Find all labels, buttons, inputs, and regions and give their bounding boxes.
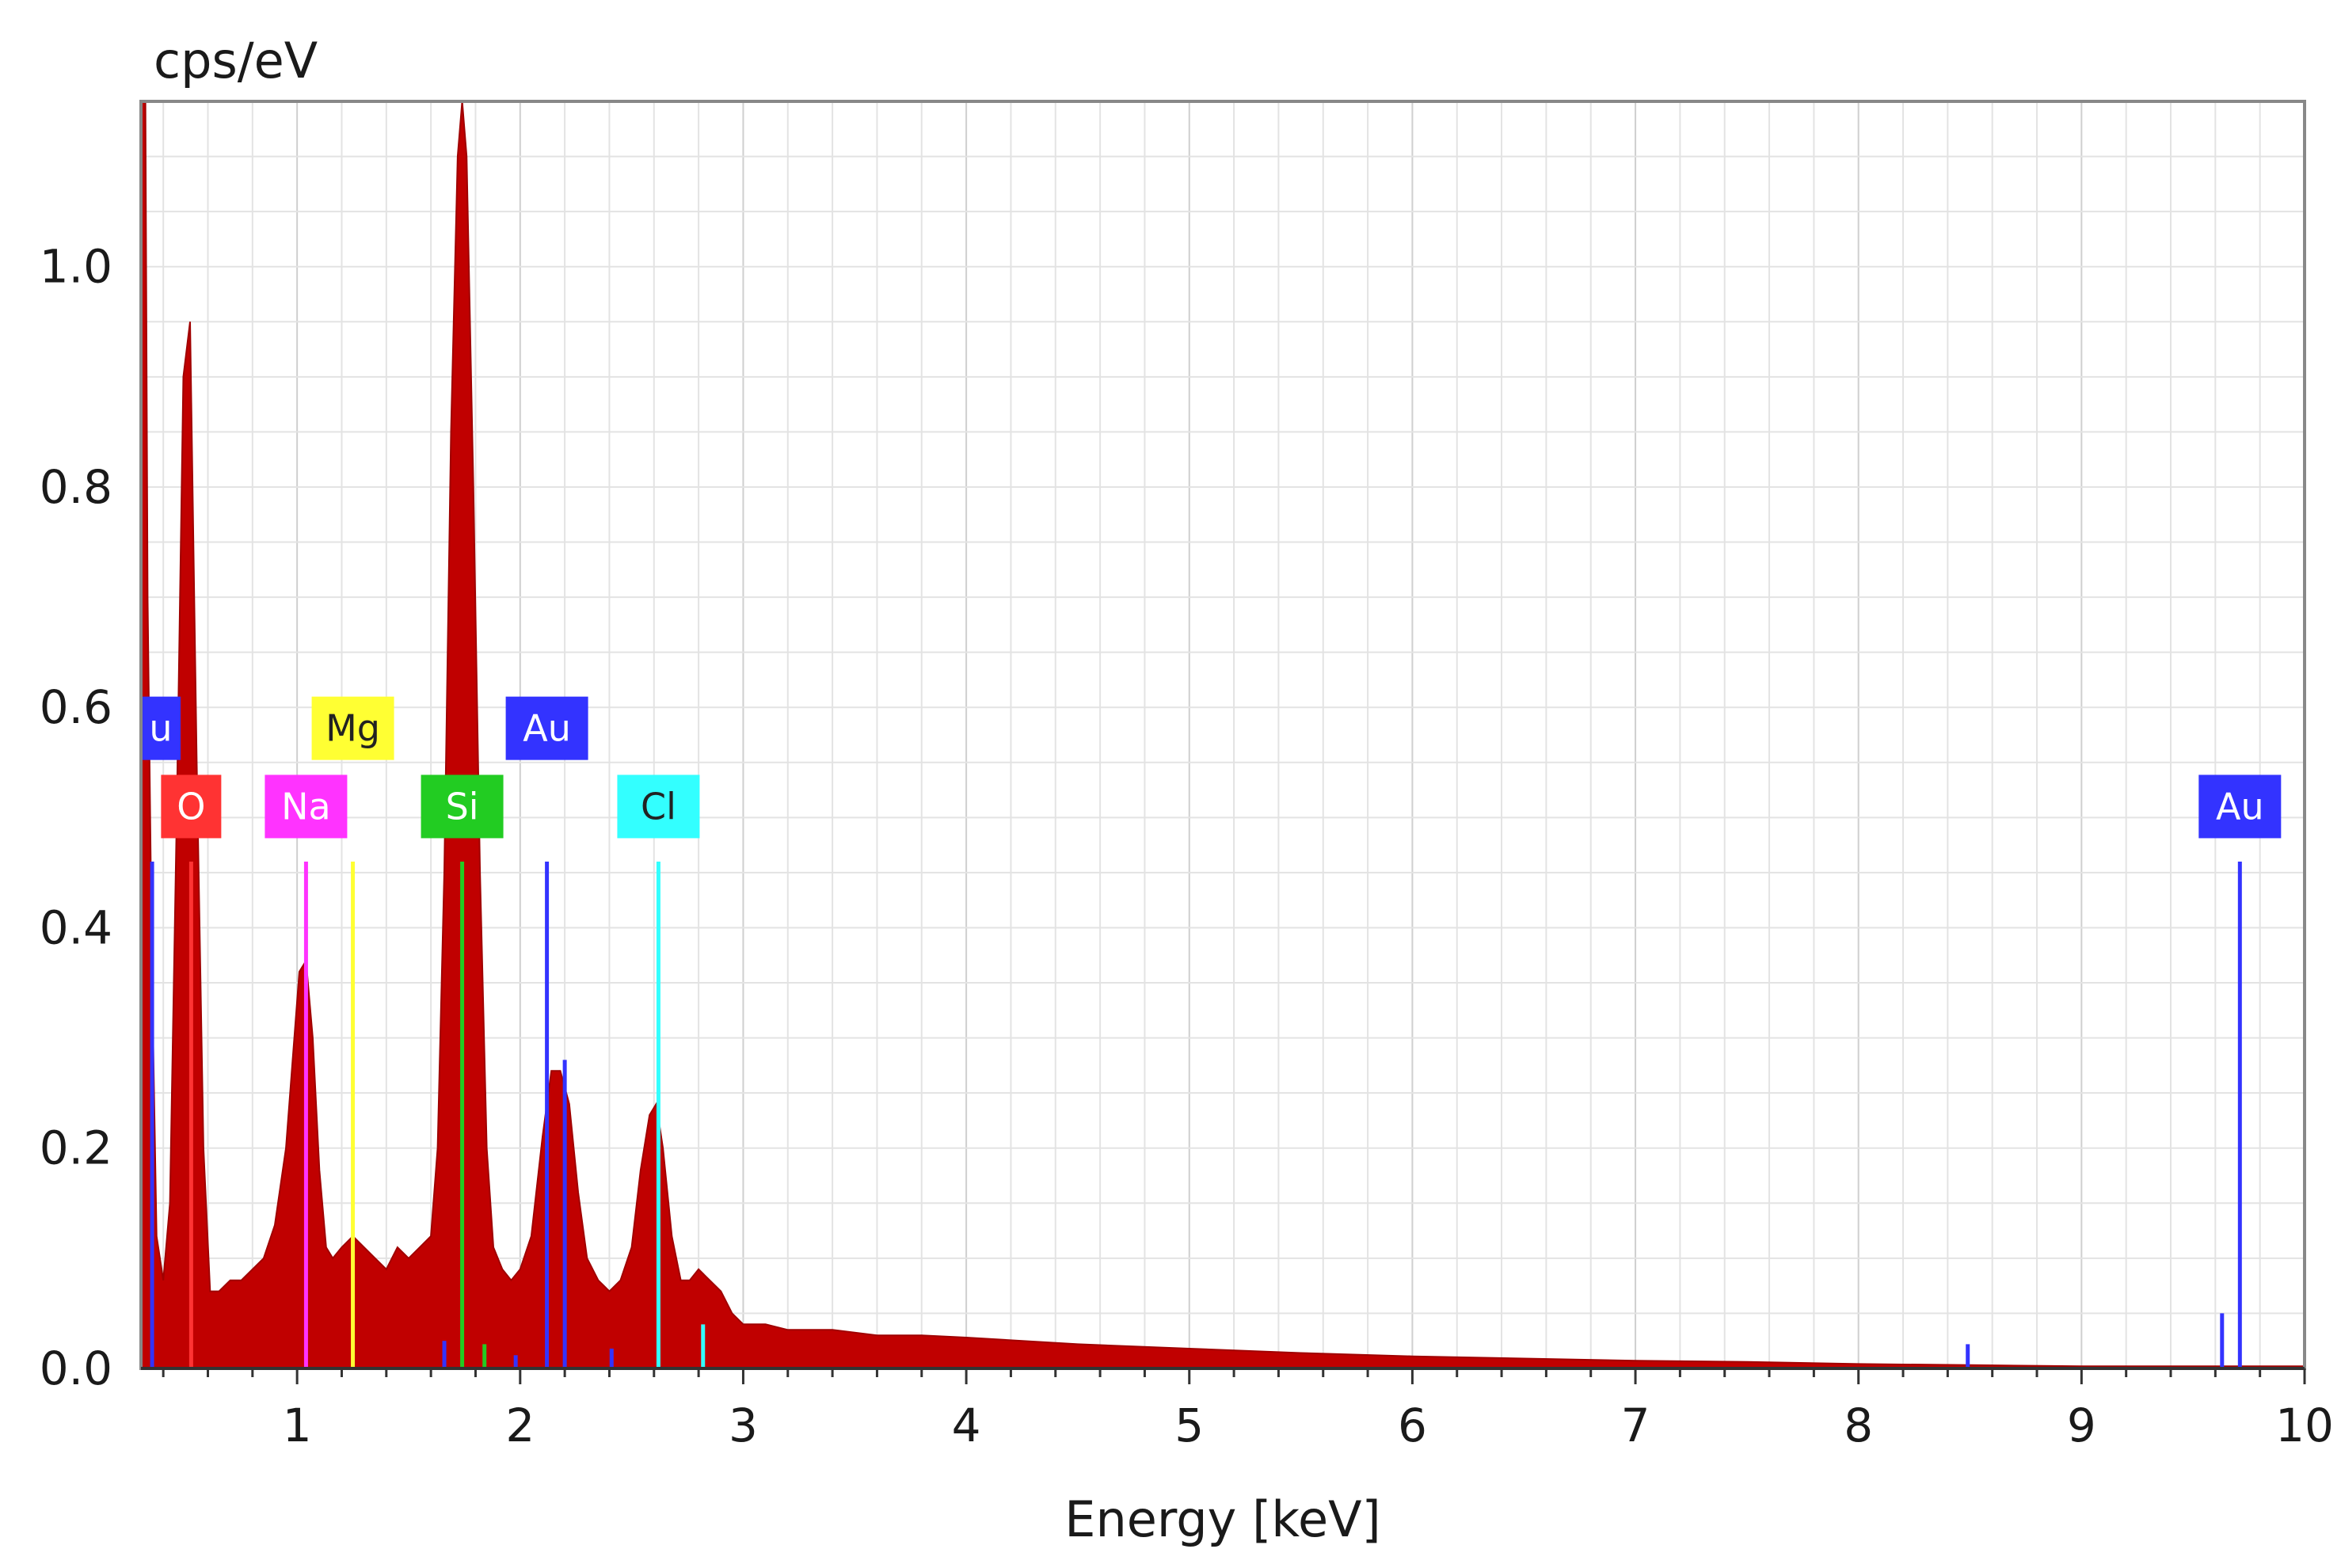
x-tick-label: 4 [952,1399,981,1452]
x-tick-label: 7 [1621,1399,1650,1452]
y-tick-label: 0.8 [40,460,112,514]
element-label-text: Si [446,785,479,828]
element-label-text: O [177,785,205,828]
element-marker-o: O [161,774,222,1368]
element-label-text: Mg [325,707,380,750]
element-label-text: Au [2216,785,2264,828]
x-tick-label: 10 [2275,1399,2334,1452]
x-tick-label: 5 [1174,1399,1204,1452]
x-tick-label: 6 [1398,1399,1427,1452]
x-tick-label: 1 [283,1399,312,1452]
element-label-box [265,774,348,839]
element-label-box [505,696,588,760]
element-label-box [421,774,504,839]
y-tick-label: 0.4 [40,900,112,954]
element-label-text: u [149,707,172,750]
y-tick-label: 1.0 [40,240,112,294]
plot-area [141,101,2305,1368]
x-tick-label: 3 [729,1399,758,1452]
element-marker-au: Au [2198,774,2282,1368]
y-axis-ticks: 0.0 0.2 0.4 0.6 0.8 1.0 [40,240,112,1395]
element-label-text: Cl [641,785,676,828]
element-marker-au: Au [505,696,588,1368]
element-label-text: Au [523,707,571,750]
element-label-box [2198,774,2282,839]
minor-emission-lines [442,1060,2225,1368]
element-label-text: Na [281,785,331,828]
spectrum-area [140,101,2305,1369]
element-marker-mg: Mg [311,696,394,1368]
y-axis-title: cps/eV [154,32,318,89]
element-markers: uO Na Mg Si Au Cl Au [141,696,2282,1368]
x-axis-title: Energy [keV] [1064,1490,1380,1548]
y-tick-label: 0.2 [40,1121,112,1175]
element-label-box [141,696,181,760]
y-tick-label: 0.6 [40,680,112,734]
element-marker-au: u [141,696,181,1368]
element-label-box [161,774,222,839]
element-marker-si: Si [421,774,504,1368]
y-tick-label: 0.0 [40,1342,112,1395]
element-label-box [311,696,394,760]
x-tick-label: 2 [505,1399,535,1452]
spectrum-layer [140,101,2305,1369]
x-axis-ticks: 1 2 3 4 5 6 7 8 9 10 [162,1368,2334,1452]
element-marker-cl: Cl [617,774,700,1368]
element-marker-na: Na [265,774,348,1368]
element-label-box [617,774,700,839]
x-tick-label: 8 [1844,1399,1873,1452]
x-tick-label: 9 [2067,1399,2096,1452]
